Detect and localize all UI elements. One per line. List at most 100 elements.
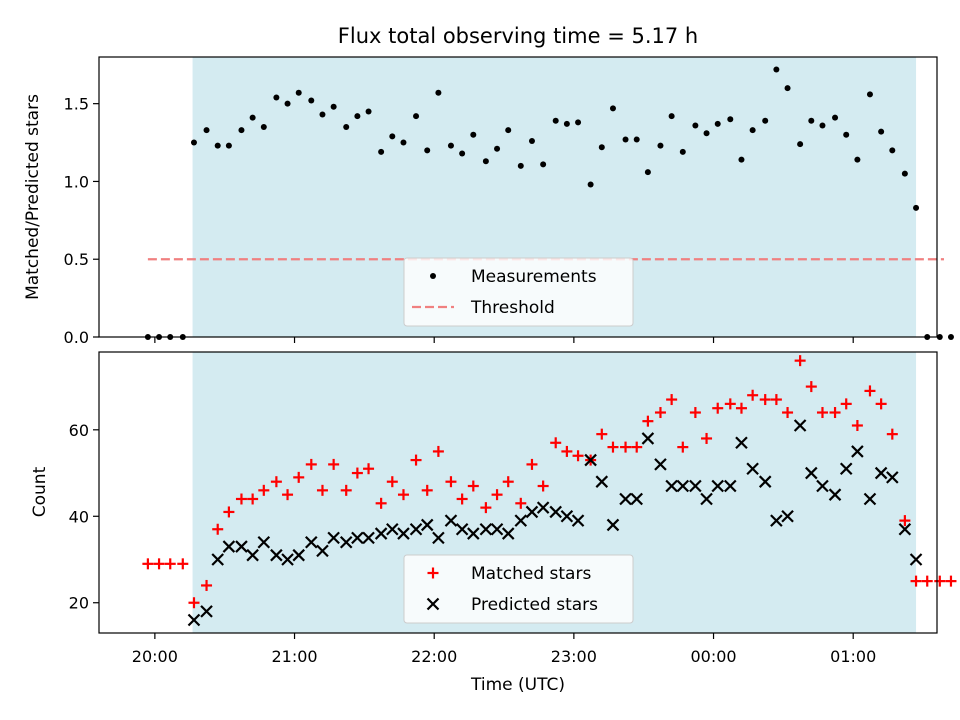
matched-stars-point — [631, 441, 643, 453]
matched-stars-point — [515, 497, 527, 509]
matched-stars-point — [596, 428, 608, 440]
matched-stars-point — [247, 493, 259, 505]
predicted-stars-series — [187, 419, 923, 627]
predicted-stars-point — [606, 518, 620, 532]
measurements-series — [144, 66, 954, 340]
predicted-stars-point — [281, 553, 294, 566]
ratio-panel: Flux total observing time = 5.17 h Match… — [23, 24, 954, 347]
legend-entry: Measurements — [430, 267, 597, 287]
measurement-point — [866, 91, 873, 98]
measurement-point — [203, 127, 210, 134]
matched-stars-point — [351, 467, 363, 479]
predicted-stars-point — [689, 479, 702, 493]
predicted-stars-point — [909, 553, 923, 566]
x-tick-label: 01:00 — [830, 647, 876, 666]
predicted-stars-point — [630, 492, 643, 506]
measurement-point — [284, 100, 291, 107]
predicted-stars-point — [397, 527, 410, 540]
matched-stars-point — [397, 489, 409, 501]
predicted-stars-point — [525, 505, 539, 519]
predicted-stars-point — [619, 492, 632, 506]
predicted-stars-point — [863, 492, 877, 506]
matched-stars-point — [142, 558, 154, 570]
legend-entry: Matched stars — [427, 564, 591, 584]
predicted-stars-point — [654, 458, 667, 471]
predicted-stars-point — [711, 479, 725, 493]
matched-stars-point — [899, 515, 911, 527]
legend-marker — [430, 273, 436, 279]
measurement-point — [679, 148, 686, 155]
legend-label: Predicted stars — [471, 595, 598, 615]
matched-stars-point — [456, 493, 468, 505]
measurement-point — [354, 113, 361, 120]
predicted-stars-point — [571, 514, 585, 527]
matched-stars-point — [223, 506, 235, 518]
measurement-point — [832, 114, 839, 121]
measurement-point — [633, 136, 640, 143]
matched-stars-point — [864, 385, 876, 397]
measurement-point — [854, 156, 861, 163]
measurement-point — [738, 156, 745, 163]
measurement-point — [330, 103, 337, 110]
count-panel: Count Time (UTC) 20 40 60 20:00 21:00 22:00 23… — [30, 351, 957, 695]
count-y-axis-label: Count — [30, 466, 50, 517]
predicted-stars-point — [200, 605, 213, 618]
measurement-point — [470, 131, 477, 138]
matched-stars-point — [851, 419, 863, 431]
measurement-point — [692, 122, 699, 129]
measurement-point — [797, 141, 804, 148]
matched-stars-point — [735, 402, 747, 414]
x-tick-label: 22:00 — [411, 647, 457, 666]
legend-label: Threshold — [470, 298, 555, 318]
predicted-stars-point — [222, 540, 236, 553]
measurement-point — [552, 117, 559, 124]
predicted-stars-point — [455, 522, 469, 536]
predicted-stars-point — [746, 462, 759, 476]
measurement-point — [505, 127, 512, 134]
legend: Measurements Threshold — [403, 257, 634, 327]
measurement-point — [889, 147, 896, 154]
measurement-point — [609, 105, 616, 112]
measurement-point — [225, 142, 232, 149]
y-tick-label: 1.0 — [64, 172, 89, 191]
predicted-stars-point — [828, 488, 842, 501]
predicted-stars-point — [257, 535, 271, 549]
predicted-stars-point — [467, 527, 480, 540]
measurement-point — [459, 150, 466, 157]
matched-stars-point — [201, 579, 213, 591]
predicted-stars-point — [292, 548, 306, 562]
matched-stars-point — [886, 428, 898, 440]
matched-stars-point — [816, 407, 828, 419]
predicted-stars-point — [501, 527, 515, 540]
matched-stars-point — [910, 575, 922, 587]
measurement-point — [435, 89, 442, 96]
matched-stars-point — [328, 458, 340, 470]
predicted-stars-point — [374, 527, 388, 540]
predicted-stars-point — [444, 514, 458, 527]
matched-stars-point — [782, 407, 794, 419]
predicted-stars-point — [420, 518, 434, 532]
matched-stars-point — [188, 597, 200, 609]
legend-entry: Threshold — [412, 298, 555, 318]
matched-stars-point — [934, 575, 946, 587]
legend-label: Matched stars — [471, 564, 591, 584]
matched-stars-point — [724, 398, 736, 410]
predicted-stars-point — [793, 419, 807, 432]
matched-stars-point — [375, 497, 387, 509]
predicted-stars-point — [536, 501, 550, 514]
measurement-point — [260, 124, 267, 130]
x-tick-label: 21:00 — [271, 647, 317, 666]
measurement-point — [819, 122, 826, 129]
matched-stars-point — [607, 441, 619, 453]
matched-stars-point — [386, 476, 398, 488]
matched-stars-point — [677, 441, 689, 453]
measurement-point — [622, 136, 629, 143]
legend-box — [403, 554, 634, 624]
matched-stars-point — [747, 389, 759, 401]
measurement-point — [901, 170, 908, 177]
matched-stars-point — [805, 381, 817, 393]
predicted-stars-point — [641, 432, 655, 445]
predicted-stars-point — [327, 531, 340, 545]
matched-stars-point — [282, 489, 294, 501]
matched-stars-point — [712, 402, 724, 414]
